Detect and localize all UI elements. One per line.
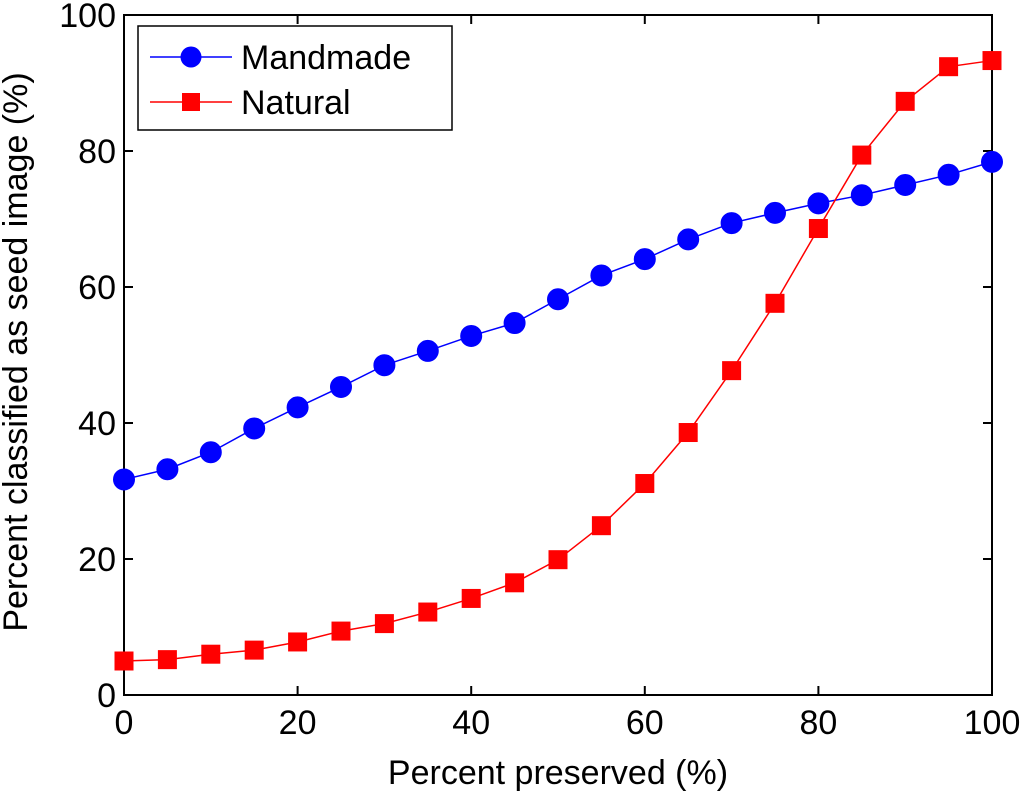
data-point-natural: [288, 632, 308, 652]
data-point-natural: [461, 588, 481, 608]
data-point-mandmade: [981, 150, 1003, 173]
legend-item-mandmade: Mandmade: [150, 39, 411, 77]
data-point-natural: [808, 219, 828, 239]
plot-frame: [123, 14, 993, 696]
data-point-mandmade: [199, 441, 222, 464]
data-point-mandmade: [460, 324, 483, 347]
data-point-mandmade: [720, 212, 743, 235]
y-tick-label: 60: [78, 269, 116, 307]
legend-label-natural: Natural: [241, 84, 351, 122]
axes: 0 20 40 60 80 100 0 20 40 60 80 100: [59, 0, 1020, 742]
data-point-mandmade: [894, 174, 917, 196]
series-natural: [114, 51, 1002, 671]
legend-item-natural: Natural: [150, 84, 351, 122]
series-group: [113, 51, 1003, 671]
data-point-natural: [548, 550, 568, 570]
data-point-mandmade: [764, 201, 786, 224]
data-point-natural: [852, 145, 872, 165]
x-tick-label: 40: [452, 704, 490, 742]
legend: Mandmade Natural: [137, 25, 453, 131]
data-point-mandmade: [807, 192, 830, 215]
data-point-mandmade: [937, 163, 960, 186]
data-point-natural: [114, 651, 134, 671]
data-point-mandmade: [243, 417, 266, 440]
y-tick-label: 0: [97, 677, 116, 715]
y-tick-label: 20: [78, 541, 116, 579]
data-point-natural: [678, 423, 698, 443]
legend-label-mandmade: Mandmade: [241, 39, 411, 77]
data-point-natural: [765, 293, 785, 313]
y-axis-title: Percent classified as seed image (%): [0, 72, 35, 631]
data-point-natural: [982, 51, 1002, 71]
data-point-natural: [722, 361, 742, 381]
y-tick-label: 40: [78, 405, 116, 443]
data-point-natural: [244, 640, 264, 660]
data-point-natural: [374, 614, 394, 634]
data-point-natural: [939, 57, 959, 77]
data-point-mandmade: [633, 248, 656, 271]
x-tick-label: 100: [964, 704, 1021, 742]
data-point-mandmade: [850, 184, 873, 207]
data-point-mandmade: [590, 264, 613, 287]
x-axis-title: Percent preserved (%): [388, 754, 728, 791]
x-tick-label: 20: [279, 704, 317, 742]
data-point-mandmade: [373, 354, 396, 377]
data-point-natural: [331, 621, 351, 641]
data-point-natural: [201, 644, 221, 664]
x-tick-label: 80: [799, 704, 837, 742]
data-point-mandmade: [113, 468, 135, 491]
y-tick-label: 80: [78, 133, 116, 171]
x-tick-label: 60: [626, 704, 664, 742]
data-point-natural: [157, 650, 177, 670]
data-point-natural: [635, 474, 655, 494]
data-point-mandmade: [416, 339, 439, 362]
data-point-natural: [591, 516, 611, 536]
x-tick-label: 0: [115, 704, 134, 742]
data-point-mandmade: [330, 375, 352, 398]
data-point-mandmade: [503, 312, 526, 335]
data-point-natural: [895, 91, 915, 111]
data-point-mandmade: [156, 458, 179, 481]
data-point-natural: [418, 602, 438, 622]
data-point-mandmade: [677, 228, 700, 251]
data-point-natural: [505, 573, 525, 593]
legend-marker-mandmade: [180, 46, 202, 68]
legend-box: [137, 25, 453, 131]
y-tick-label: 100: [59, 0, 116, 35]
data-point-mandmade: [547, 288, 569, 311]
data-point-mandmade: [286, 396, 309, 419]
series-mandmade: [113, 150, 1003, 491]
legend-marker-natural: [182, 93, 200, 111]
